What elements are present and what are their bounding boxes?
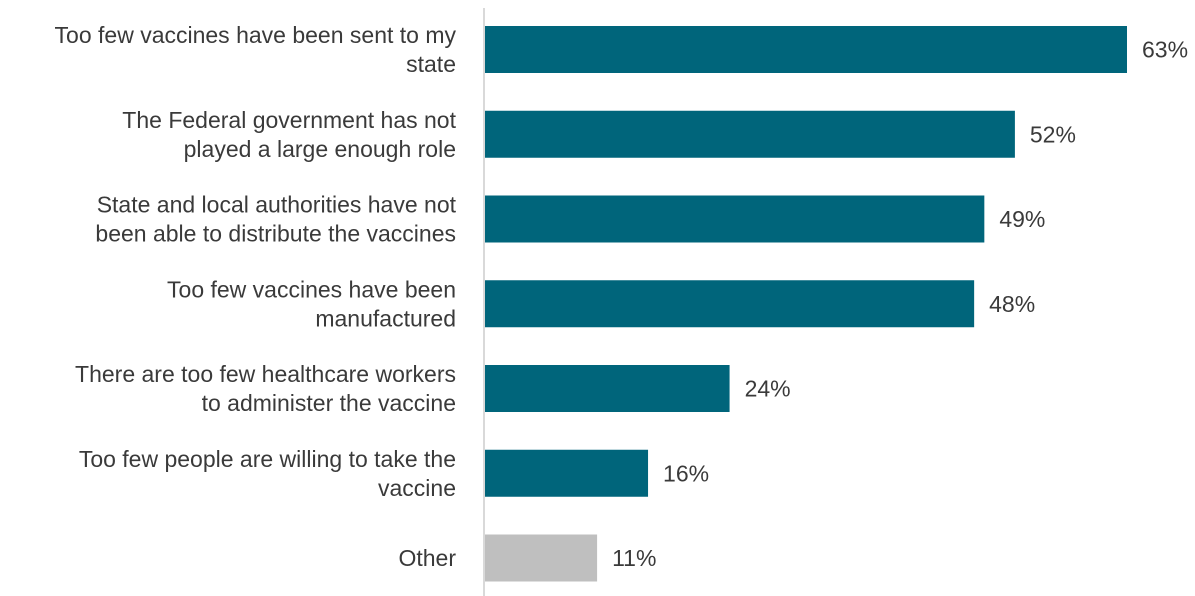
category-label-line: State and local authorities have not [97, 192, 457, 218]
category-label-2: State and local authorities have not been… [95, 192, 456, 247]
bar-6 [485, 534, 598, 582]
value-label-6: 11% [612, 545, 656, 571]
category-label-line: Too few people are willing to take the [79, 446, 456, 472]
category-label-line: There are too few healthcare workers [75, 361, 456, 387]
bar-4 [485, 365, 730, 412]
category-label-6: Other [398, 545, 456, 571]
category-label-line: Too few vaccines have been sent to my [55, 22, 457, 48]
bar-1 [485, 110, 1015, 158]
category-label-line: played a large enough role [184, 136, 456, 162]
bar-5 [485, 449, 649, 497]
category-label-line: The Federal government has not [122, 107, 456, 133]
bar-0 [485, 26, 1127, 73]
category-label-line: Too few vaccines have been [167, 276, 456, 302]
category-label-line: been able to distribute the vaccines [95, 221, 456, 247]
category-label-4: There are too few healthcare workers to a… [75, 361, 456, 416]
category-labels-group: Too few vaccines have been sent to my sta… [55, 22, 457, 571]
category-label-line: state [406, 51, 456, 77]
value-label-3: 48% [989, 291, 1035, 317]
value-label-1: 52% [1030, 121, 1076, 147]
bar-2 [485, 195, 985, 243]
value-label-0: 63% [1142, 37, 1188, 63]
category-label-1: The Federal government has not played a l… [122, 107, 456, 162]
bar-3 [485, 280, 975, 328]
category-label-line: to administer the vaccine [202, 390, 456, 416]
category-label-line: vaccine [378, 475, 456, 501]
category-label-line: manufactured [315, 305, 456, 331]
value-label-5: 16% [663, 460, 709, 486]
value-label-2: 49% [999, 206, 1045, 232]
category-label-0: Too few vaccines have been sent to my sta… [55, 22, 457, 77]
category-label-line: Other [398, 545, 456, 571]
bars-group [485, 26, 1127, 582]
category-label-3: Too few vaccines have been manufactured [167, 276, 456, 331]
category-label-5: Too few people are willing to take the va… [79, 446, 456, 501]
value-label-4: 24% [745, 376, 791, 402]
value-labels-group: 63% 52% 49% 48% 24% 16% 11% [612, 37, 1188, 572]
